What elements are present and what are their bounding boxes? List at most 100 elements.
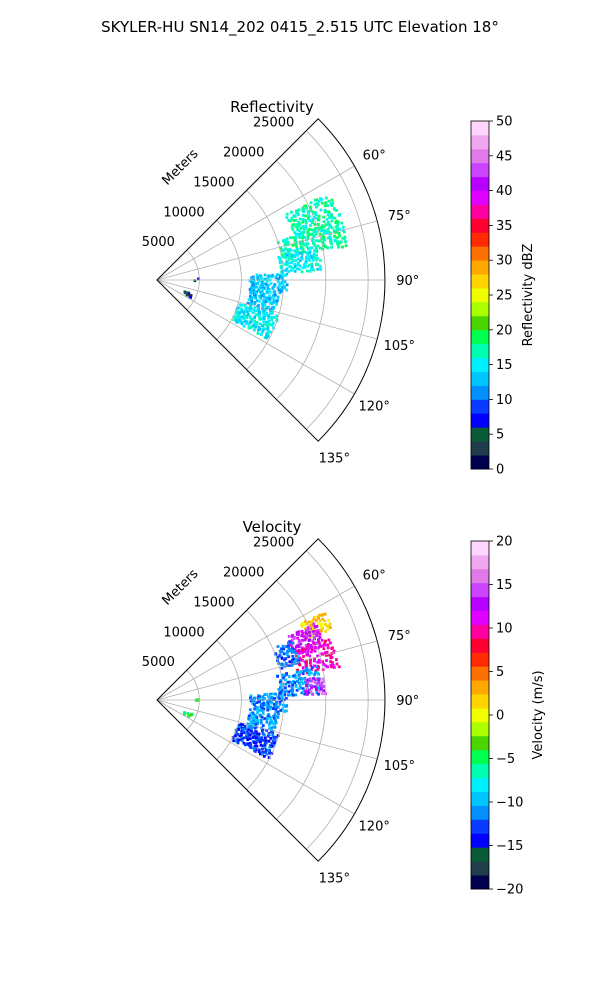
- reflectivity-echo-cell: [286, 248, 289, 252]
- velocity-echo-cell: [267, 695, 270, 698]
- reflectivity-range-tick-label: 25000: [253, 116, 294, 131]
- velocity-echo-cell: [274, 705, 278, 708]
- reflectivity-echo-cell: [272, 300, 276, 304]
- velocity-echo-cell: [307, 620, 311, 624]
- reflectivity-echo-cell: [276, 280, 280, 283]
- reflectivity-echo-cell: [298, 236, 302, 239]
- velocity-azimuth-gridline: [156, 585, 355, 701]
- reflectivity-azimuth-gridline: [156, 165, 355, 281]
- velocity-echo-cell: [311, 619, 314, 623]
- reflectivity-echo-cell: [300, 256, 304, 259]
- reflectivity-echo-cell: [246, 306, 250, 310]
- velocity-echo-cell: [263, 693, 267, 697]
- velocity-echo-cell: [293, 659, 297, 663]
- velocity-echo-cell: [280, 647, 283, 651]
- reflectivity-echo-cell: [278, 259, 282, 263]
- velocity-echo-cell: [247, 717, 251, 721]
- reflectivity-echo-cell: [297, 267, 301, 271]
- velocity-echo-cell: [319, 625, 323, 629]
- velocity-echo-cell: [309, 689, 313, 693]
- velocity-echo-cell: [276, 675, 279, 678]
- velocity-echo-cell: [327, 618, 330, 622]
- velocity-echo-cell: [308, 654, 312, 658]
- reflectivity-echo-cell: [235, 318, 238, 322]
- reflectivity-echo-cell: [297, 220, 301, 224]
- reflectivity-echo-cell: [262, 312, 266, 316]
- reflectivity-echo-cell: [281, 282, 285, 285]
- velocity-echo-cell: [271, 733, 275, 737]
- reflectivity-echo-cell: [302, 243, 306, 247]
- velocity-colorbar-swatch: [471, 666, 489, 681]
- velocity-echo-cell: [243, 725, 247, 729]
- reflectivity-colorbar-swatch: [471, 343, 489, 359]
- reflectivity-echo-cell: [323, 238, 327, 242]
- velocity-echo-cell: [301, 682, 305, 685]
- reflectivity-echo-cell: [265, 334, 268, 338]
- velocity-echo-cell: [270, 742, 274, 745]
- velocity-echo-cell: [328, 622, 332, 626]
- velocity-echo-cell: [264, 750, 267, 754]
- reflectivity-echo-cell: [268, 297, 271, 300]
- velocity-echo-cell: [256, 722, 259, 725]
- reflectivity-echo-cell: [244, 306, 248, 309]
- velocity-echo-cell: [283, 710, 286, 713]
- reflectivity-echo-cell: [324, 201, 328, 205]
- reflectivity-echo-cell: [298, 242, 302, 246]
- reflectivity-echo-cell: [254, 292, 258, 296]
- reflectivity-echo-cell: [310, 267, 313, 271]
- velocity-echo-cell: [322, 679, 326, 683]
- velocity-echo-cell: [256, 720, 260, 724]
- reflectivity-echo-cell: [301, 266, 305, 270]
- velocity-echo-cell: [302, 677, 305, 681]
- velocity-echo-cell: [298, 663, 302, 667]
- velocity-echo-cell: [300, 622, 304, 625]
- reflectivity-echo-cell: [290, 256, 293, 260]
- velocity-echo-cell: [263, 744, 267, 748]
- velocity-echo-cell: [282, 705, 286, 708]
- velocity-echo-cell: [261, 712, 265, 715]
- velocity-echo-cell: [239, 725, 243, 728]
- velocity-echo-cell: [325, 624, 329, 628]
- reflectivity-echo-cell: [279, 266, 283, 270]
- velocity-echo-cell: [323, 651, 327, 655]
- reflectivity-echo-cell: [265, 288, 269, 292]
- velocity-echo-cell: [262, 754, 266, 758]
- reflectivity-echo-cell: [266, 324, 269, 328]
- velocity-echo-cell: [237, 724, 241, 727]
- velocity-echo-cell: [290, 638, 294, 642]
- reflectivity-echo-cell: [284, 256, 288, 260]
- reflectivity-echo-cell: [327, 210, 331, 214]
- velocity-echo-cell: [309, 684, 313, 687]
- velocity-echo-cell: [272, 714, 275, 718]
- reflectivity-echo-cell: [285, 253, 289, 257]
- velocity-echo-cell: [315, 691, 319, 695]
- velocity-echo-cell: [253, 731, 257, 735]
- reflectivity-echo-cell: [301, 236, 305, 240]
- reflectivity-echo-cell: [286, 251, 290, 255]
- velocity-echo-cell: [299, 659, 303, 662]
- reflectivity-echo-cell: [261, 283, 265, 287]
- velocity-echo-cell: [310, 648, 314, 652]
- reflectivity-echo-cell: [287, 261, 291, 265]
- reflectivity-colorbar-swatch: [471, 357, 489, 372]
- velocity-echo-cell: [317, 686, 321, 690]
- reflectivity-echo-cell: [250, 297, 253, 301]
- velocity-echo-cell: [325, 650, 329, 654]
- reflectivity-colorbar-tick-label: 45: [496, 149, 513, 164]
- velocity-colorbar-swatch: [471, 652, 489, 667]
- velocity-echo-cell: [312, 632, 316, 635]
- velocity-echo-cell: [291, 647, 295, 651]
- velocity-echo-cell: [267, 739, 271, 743]
- velocity-colorbar-swatch: [471, 791, 489, 806]
- reflectivity-echo-cell: [313, 256, 316, 259]
- reflectivity-echo-cell: [325, 217, 329, 221]
- velocity-echo-cell: [316, 660, 320, 664]
- reflectivity-echo-cell: [278, 256, 282, 260]
- velocity-echo-cell: [272, 692, 275, 696]
- reflectivity-echo-cell: [329, 239, 333, 243]
- velocity-echo-cell: [260, 715, 264, 719]
- reflectivity-echo-cell: [318, 246, 322, 250]
- velocity-echo-cell: [246, 738, 250, 741]
- reflectivity-echo-cell: [308, 205, 312, 209]
- reflectivity-echo-cell: [270, 318, 274, 322]
